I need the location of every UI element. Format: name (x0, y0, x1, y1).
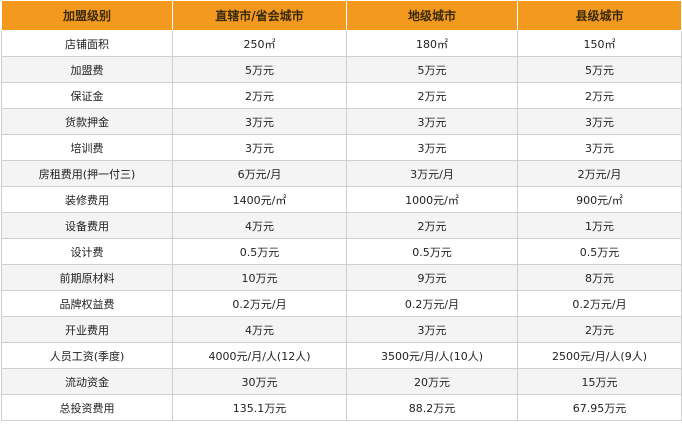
row-label: 开业费用 (1, 316, 173, 343)
table-row: 前期原材料 10万元 9万元 8万元 (1, 264, 682, 291)
cell-county: 2万元 (517, 316, 682, 343)
cell-municipal: 10万元 (172, 264, 347, 291)
cell-municipal: 5万元 (172, 56, 347, 83)
row-label: 加盟费 (1, 56, 173, 83)
cell-prefecture: 88.2万元 (346, 394, 518, 421)
row-label: 流动资金 (1, 368, 173, 395)
cell-prefecture: 1000元/㎡ (346, 186, 518, 213)
table-row: 货款押金 3万元 3万元 3万元 (1, 108, 682, 135)
row-label: 品牌权益费 (1, 290, 173, 317)
row-label: 货款押金 (1, 108, 173, 135)
table-row: 装修费用 1400元/㎡ 1000元/㎡ 900元/㎡ (1, 186, 682, 213)
cell-prefecture: 9万元 (346, 264, 518, 291)
row-label: 店铺面积 (1, 30, 173, 57)
cell-prefecture: 2万元 (346, 212, 518, 239)
cell-municipal: 0.2万元/月 (172, 290, 347, 317)
table-row: 开业费用 4万元 3万元 2万元 (1, 316, 682, 343)
cell-prefecture: 3500元/月/人(10人) (346, 342, 518, 369)
cell-prefecture: 3万元 (346, 134, 518, 161)
table-body: 店铺面积 250㎡ 180㎡ 150㎡ 加盟费 5万元 5万元 5万元 保证金 2万元 2万元 2万元… (1, 30, 682, 421)
header-row: 加盟级别 直辖市/省会城市 地级城市 县级城市 (1, 0, 682, 31)
row-label: 保证金 (1, 82, 173, 109)
cell-prefecture: 3万元/月 (346, 160, 518, 187)
cell-municipal: 3万元 (172, 134, 347, 161)
table-row: 流动资金 30万元 20万元 15万元 (1, 368, 682, 395)
cell-municipal: 135.1万元 (172, 394, 347, 421)
cell-county: 67.95万元 (517, 394, 682, 421)
cell-county: 2万元/月 (517, 160, 682, 187)
table-row: 设计费 0.5万元 0.5万元 0.5万元 (1, 238, 682, 265)
table-row: 保证金 2万元 2万元 2万元 (1, 82, 682, 109)
cell-county: 15万元 (517, 368, 682, 395)
header-municipal-provincial-city: 直辖市/省会城市 (172, 0, 347, 31)
table-row: 品牌权益费 0.2万元/月 0.2万元/月 0.2万元/月 (1, 290, 682, 317)
cell-prefecture: 180㎡ (346, 30, 518, 57)
cell-municipal: 250㎡ (172, 30, 347, 57)
row-label: 总投资费用 (1, 394, 173, 421)
cell-municipal: 0.5万元 (172, 238, 347, 265)
cell-county: 0.2万元/月 (517, 290, 682, 317)
row-label: 房租费用(押一付三) (1, 160, 173, 187)
cell-prefecture: 20万元 (346, 368, 518, 395)
cell-county: 900元/㎡ (517, 186, 682, 213)
cell-municipal: 4000元/月/人(12人) (172, 342, 347, 369)
cell-prefecture: 3万元 (346, 316, 518, 343)
cell-municipal: 3万元 (172, 108, 347, 135)
cell-county: 2万元 (517, 82, 682, 109)
table-row: 设备费用 4万元 2万元 1万元 (1, 212, 682, 239)
cell-county: 150㎡ (517, 30, 682, 57)
cell-prefecture: 0.5万元 (346, 238, 518, 265)
table-row: 店铺面积 250㎡ 180㎡ 150㎡ (1, 30, 682, 57)
header-level: 加盟级别 (1, 0, 173, 31)
table-row: 总投资费用 135.1万元 88.2万元 67.95万元 (1, 394, 682, 421)
table-row: 培训费 3万元 3万元 3万元 (1, 134, 682, 161)
cell-county: 0.5万元 (517, 238, 682, 265)
table-row: 房租费用(押一付三) 6万元/月 3万元/月 2万元/月 (1, 160, 682, 187)
header-prefecture-city: 地级城市 (346, 0, 518, 31)
cell-prefecture: 0.2万元/月 (346, 290, 518, 317)
row-label: 设备费用 (1, 212, 173, 239)
cell-prefecture: 5万元 (346, 56, 518, 83)
cell-county: 2500元/月/人(9人) (517, 342, 682, 369)
row-label: 培训费 (1, 134, 173, 161)
table-header: 加盟级别 直辖市/省会城市 地级城市 县级城市 (1, 0, 682, 31)
cell-county: 5万元 (517, 56, 682, 83)
cell-municipal: 4万元 (172, 212, 347, 239)
cell-county: 8万元 (517, 264, 682, 291)
cell-prefecture: 3万元 (346, 108, 518, 135)
cell-county: 3万元 (517, 134, 682, 161)
row-label: 人员工资(季度) (1, 342, 173, 369)
row-label: 装修费用 (1, 186, 173, 213)
cell-county: 3万元 (517, 108, 682, 135)
franchise-fee-table: 加盟级别 直辖市/省会城市 地级城市 县级城市 店铺面积 250㎡ 180㎡ 150㎡… (1, 0, 682, 421)
cell-municipal: 1400元/㎡ (172, 186, 347, 213)
row-label: 前期原材料 (1, 264, 173, 291)
cell-municipal: 30万元 (172, 368, 347, 395)
cell-county: 1万元 (517, 212, 682, 239)
row-label: 设计费 (1, 238, 173, 265)
cell-municipal: 6万元/月 (172, 160, 347, 187)
cell-municipal: 2万元 (172, 82, 347, 109)
header-county-city: 县级城市 (517, 0, 682, 31)
table-row: 人员工资(季度) 4000元/月/人(12人) 3500元/月/人(10人) 2500… (1, 342, 682, 369)
cell-municipal: 4万元 (172, 316, 347, 343)
table-row: 加盟费 5万元 5万元 5万元 (1, 56, 682, 83)
cell-prefecture: 2万元 (346, 82, 518, 109)
